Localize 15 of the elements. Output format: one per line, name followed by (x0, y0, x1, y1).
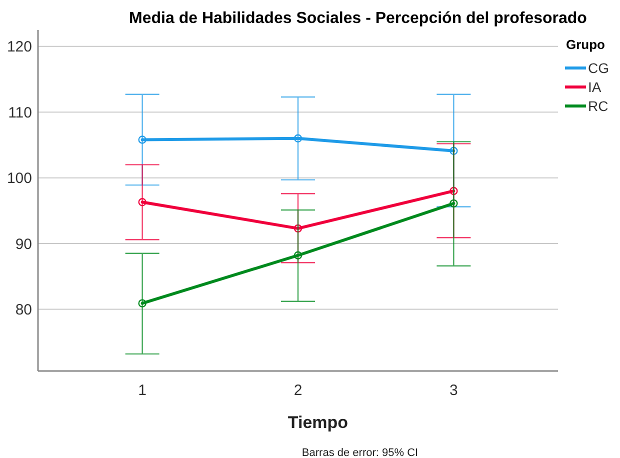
chart-title: Media de Habilidades Sociales - Percepción del profesorado (129, 10, 588, 27)
y-tick-label: 80 (15, 301, 32, 318)
x-tick-label: 3 (450, 382, 458, 399)
y-tick-label: 110 (8, 104, 32, 122)
x-tick-label: 2 (294, 382, 302, 399)
y-tick-label: 90 (15, 236, 32, 253)
legend-label: IA (588, 78, 602, 95)
legend-title: Grupo (566, 37, 606, 52)
text: Barras de error: 95% CI (302, 447, 418, 458)
y-tick-label: 100 (6, 170, 32, 188)
y-tick-label: 120 (6, 38, 32, 56)
x-axis-title: Tiempo (288, 413, 348, 432)
legend-label: CG (588, 60, 609, 76)
legend-label: RC (588, 98, 608, 114)
x-tick-label: 1 (138, 382, 146, 399)
